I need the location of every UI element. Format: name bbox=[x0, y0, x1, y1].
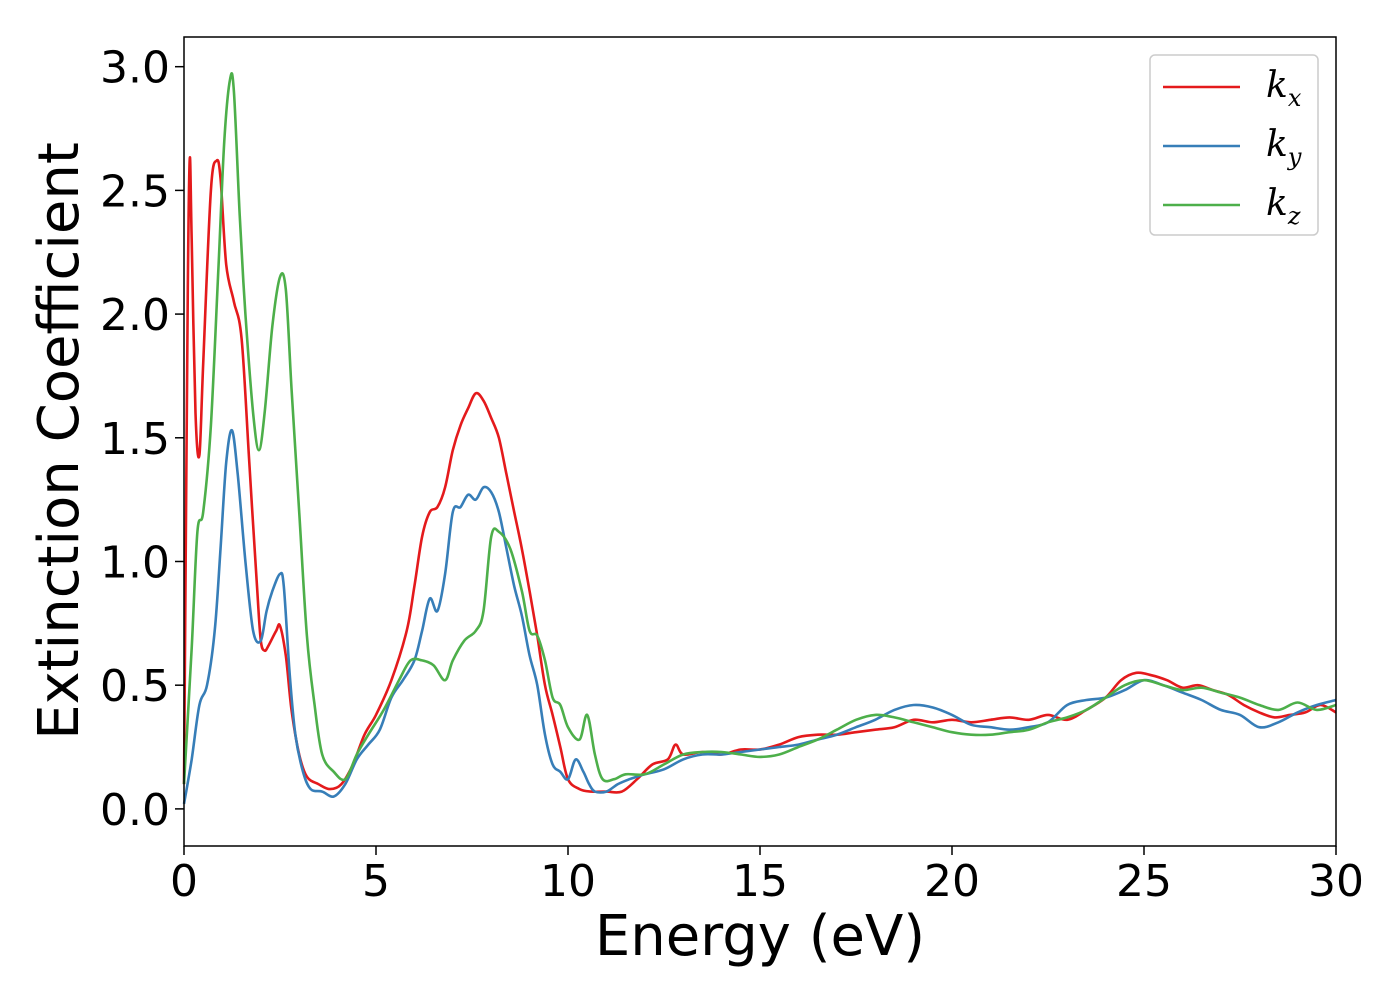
x-tick-label: 20 bbox=[924, 856, 980, 907]
y-axis-label: Extinction Coefficient bbox=[27, 142, 92, 740]
legend-label-kz: kz bbox=[1266, 183, 1301, 230]
series-line-ky bbox=[182, 429, 1337, 805]
x-tick-label: 30 bbox=[1308, 856, 1364, 907]
legend: kx ky kz bbox=[1149, 54, 1319, 236]
y-tick-label: 3.0 bbox=[100, 43, 170, 94]
x-axis-ticks: 0 5 10 15 20 25 30 bbox=[170, 846, 1364, 907]
legend-label-kx: kx bbox=[1266, 65, 1302, 112]
x-tick-label: 5 bbox=[362, 856, 390, 907]
x-tick-label: 0 bbox=[170, 856, 198, 907]
series-lines bbox=[182, 72, 1337, 805]
y-tick-label: 1.0 bbox=[100, 537, 170, 588]
x-axis-label: Energy (eV) bbox=[595, 904, 925, 969]
y-tick-label: 0.0 bbox=[100, 785, 170, 836]
x-tick-label: 15 bbox=[732, 856, 788, 907]
y-axis-ticks: 0.0 0.5 1.0 1.5 2.0 2.5 3.0 bbox=[100, 43, 184, 836]
legend-label-ky: ky bbox=[1266, 124, 1302, 171]
x-tick-label: 10 bbox=[540, 856, 596, 907]
x-tick-label: 25 bbox=[1116, 856, 1172, 907]
y-tick-label: 0.5 bbox=[100, 661, 170, 712]
y-tick-label: 2.0 bbox=[100, 290, 170, 341]
y-tick-label: 1.5 bbox=[100, 414, 170, 465]
series-line-kz bbox=[182, 72, 1337, 785]
series-line-kx bbox=[182, 156, 1337, 794]
y-tick-label: 2.5 bbox=[100, 166, 170, 217]
